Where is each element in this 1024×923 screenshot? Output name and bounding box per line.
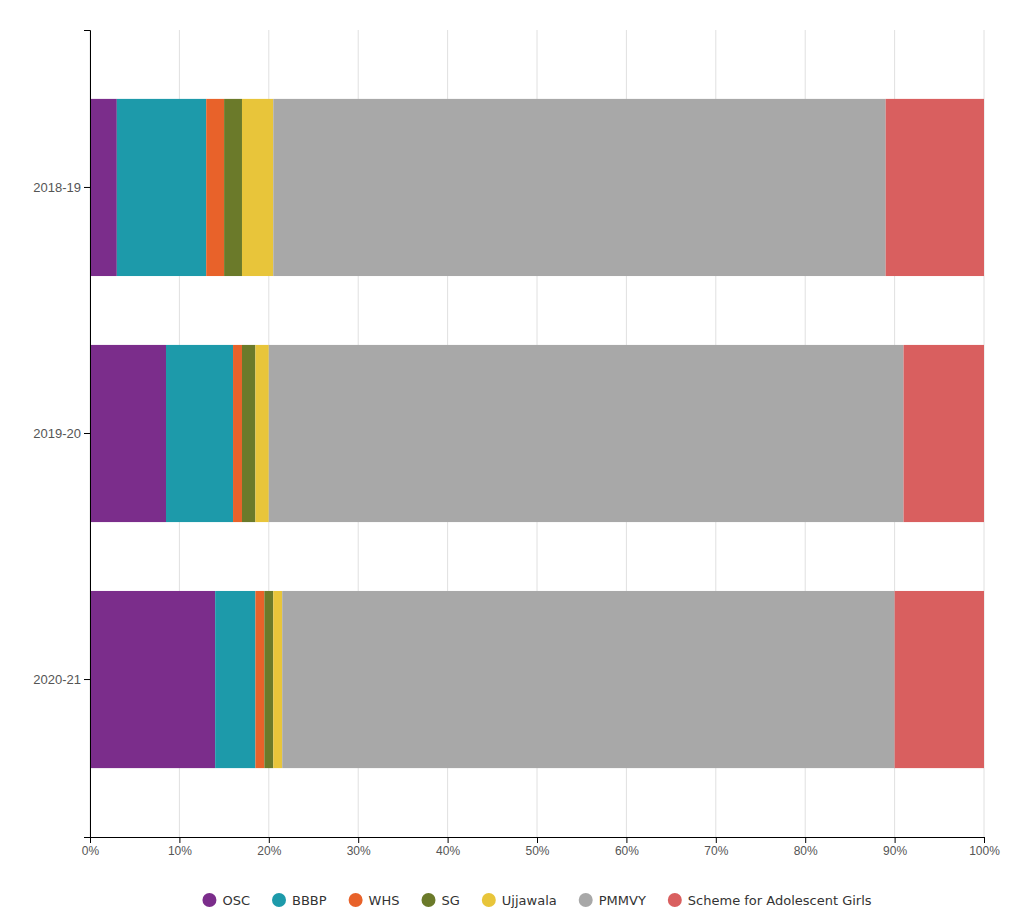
- legend-label: SG: [442, 893, 460, 908]
- plot: 0% 10% 20% 30% 40% 50% 60% 70% 80% 90% 100% 2018-19…: [33, 30, 1000, 858]
- bar: [90, 345, 166, 522]
- tick-label: 40%: [436, 844, 460, 858]
- tick: 60%: [615, 837, 639, 858]
- bar: [90, 591, 215, 768]
- bar: [117, 99, 206, 276]
- tick: 100%: [969, 837, 1000, 858]
- bar: [90, 99, 117, 276]
- bar: [242, 345, 255, 522]
- legend-item: Scheme for Adolescent Girls: [668, 893, 872, 908]
- tick-label: 80%: [794, 844, 818, 858]
- bar: [242, 99, 273, 276]
- tick-mark: [358, 837, 359, 843]
- series: [269, 99, 904, 768]
- legend-swatch: [272, 893, 286, 907]
- series: [117, 99, 256, 768]
- bar: [264, 591, 273, 768]
- tick-label: 70%: [704, 844, 728, 858]
- legend-item: Ujjawala: [482, 893, 557, 908]
- bar: [224, 99, 242, 276]
- tick: 2020-21: [33, 672, 90, 687]
- x-axis: 0% 10% 20% 30% 40% 50% 60% 70% 80% 90% 100%: [82, 837, 1000, 858]
- tick: 20%: [257, 837, 281, 858]
- tick-mark: [448, 837, 449, 843]
- legend-item: OSC: [202, 893, 250, 908]
- tick: 90%: [883, 837, 907, 858]
- tick-mark: [984, 837, 985, 843]
- series: [224, 99, 273, 768]
- legend: OSC BBBP WHS SG Ujjawala PMMVY Scheme for Adol…: [202, 893, 871, 908]
- tick-mark: [895, 837, 896, 843]
- legend-swatch: [349, 893, 363, 907]
- legend-label: Ujjawala: [502, 893, 557, 908]
- tick-mark: [179, 837, 180, 843]
- tick-label: 2018-19: [33, 180, 81, 195]
- tick-mark: [269, 837, 270, 843]
- legend-item: SG: [422, 893, 460, 908]
- grid: [90, 30, 984, 837]
- bar: [895, 591, 984, 768]
- tick: 50%: [525, 837, 549, 858]
- bar: [273, 591, 282, 768]
- legend-label: WHS: [369, 893, 400, 908]
- tick-label: 2019-20: [33, 426, 81, 441]
- tick-label: 50%: [525, 844, 549, 858]
- bar: [255, 345, 268, 522]
- legend-label: BBBP: [292, 893, 327, 908]
- legend-swatch: [202, 893, 216, 907]
- tick-label: 10%: [168, 844, 192, 858]
- bar: [282, 591, 894, 768]
- axis-line: [91, 838, 985, 844]
- bar: [255, 591, 264, 768]
- legend-label: PMMVY: [599, 893, 646, 908]
- tick-mark: [84, 433, 90, 434]
- tick-mark: [805, 837, 806, 843]
- tick-label: 90%: [883, 844, 907, 858]
- bars: [90, 99, 984, 768]
- tick-mark: [537, 837, 538, 843]
- tick-label: 2020-21: [33, 672, 81, 687]
- tick-mark: [626, 837, 627, 843]
- bar: [904, 345, 984, 522]
- chart: 0% 10% 20% 30% 40% 50% 60% 70% 80% 90% 100% 2018-19…: [0, 0, 1024, 923]
- legend-swatch: [422, 893, 436, 907]
- bar: [215, 591, 255, 768]
- bar: [269, 345, 904, 522]
- tick: 80%: [794, 837, 818, 858]
- bar: [233, 345, 242, 522]
- legend-item: PMMVY: [579, 893, 646, 908]
- tick-label: 100%: [969, 844, 1000, 858]
- bar: [886, 99, 984, 276]
- y-axis: 2018-19 2019-20 2020-21: [33, 31, 90, 838]
- legend-label: Scheme for Adolescent Girls: [688, 893, 872, 908]
- tick-label: 60%: [615, 844, 639, 858]
- tick-label: 30%: [347, 844, 371, 858]
- legend-item: WHS: [349, 893, 400, 908]
- legend-swatch: [482, 893, 496, 907]
- legend-swatch: [579, 893, 593, 907]
- legend-label: OSC: [222, 893, 250, 908]
- bar: [206, 99, 224, 276]
- tick-mark: [84, 187, 90, 188]
- tick: 2018-19: [33, 180, 90, 195]
- tick-mark: [716, 837, 717, 843]
- legend-swatch: [668, 893, 682, 907]
- tick: 2019-20: [33, 426, 90, 441]
- axis-line: [84, 31, 91, 838]
- tick: 40%: [436, 837, 460, 858]
- tick: 0%: [82, 837, 100, 858]
- tick-mark: [84, 679, 90, 680]
- legend-item: BBBP: [272, 893, 327, 908]
- tick-label: 0%: [82, 844, 100, 858]
- tick: 10%: [168, 837, 192, 858]
- bar: [273, 99, 885, 276]
- tick: 70%: [704, 837, 728, 858]
- bar: [166, 345, 233, 522]
- series: [886, 99, 984, 768]
- tick-label: 20%: [257, 844, 281, 858]
- tick: 30%: [347, 837, 371, 858]
